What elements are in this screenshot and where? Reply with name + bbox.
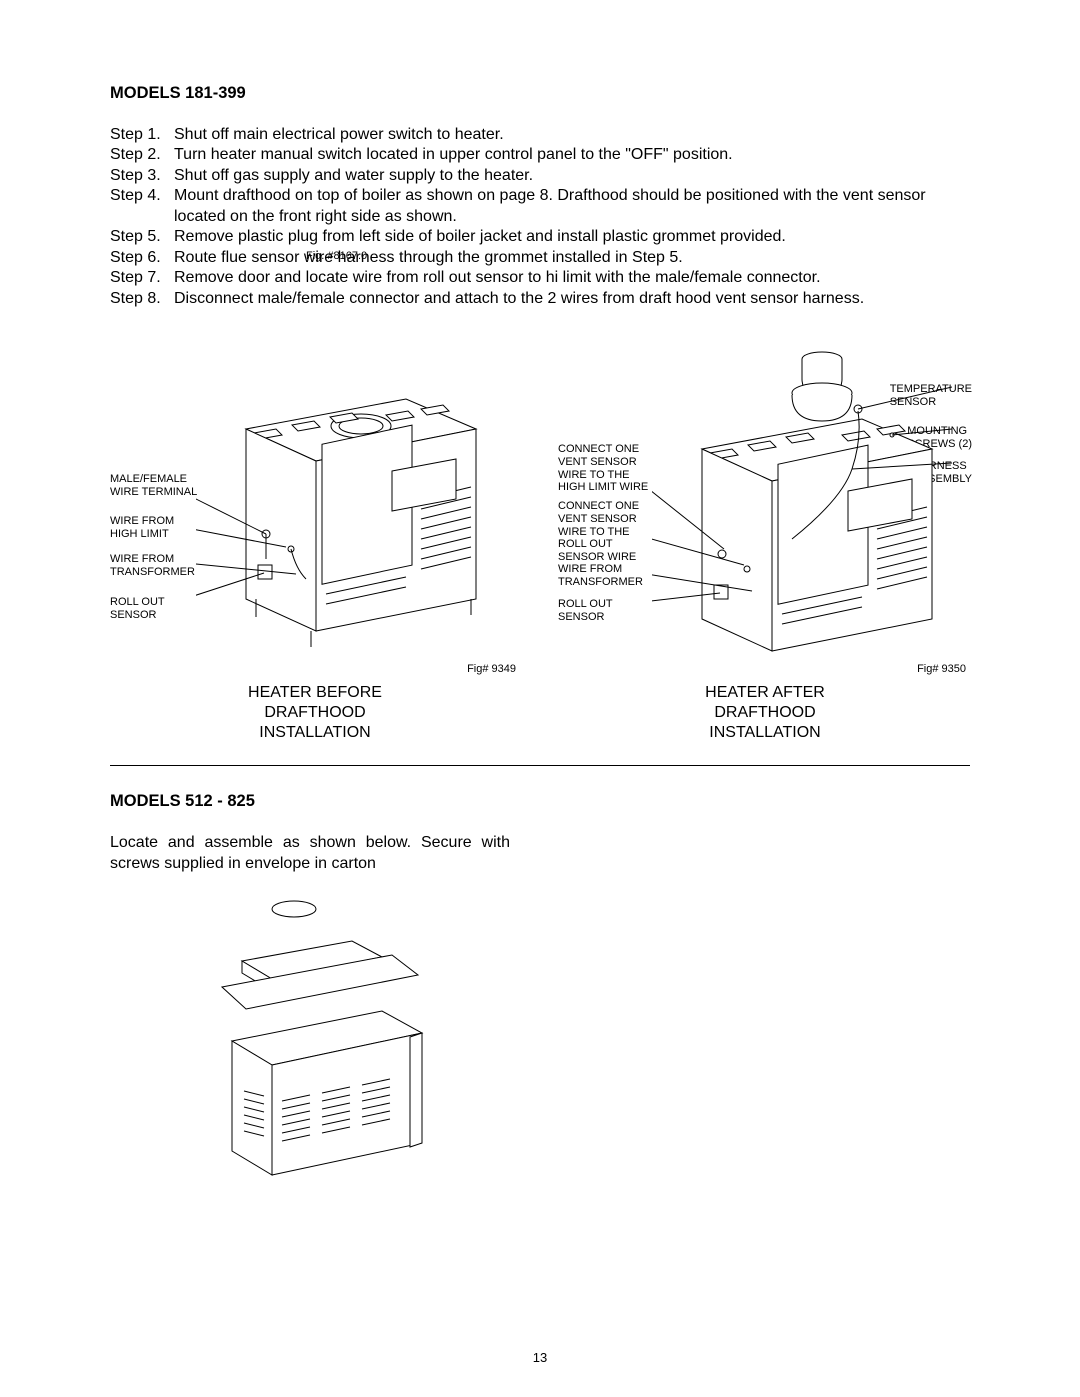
fig-number-bottom: Fig. #8167.0 xyxy=(306,250,367,262)
figure-before: MALE/FEMALEWIRE TERMINAL WIRE FROMHIGH LI… xyxy=(110,343,520,743)
caption-after: HEATER AFTER DRAFTHOOD INSTALLATION xyxy=(560,683,970,743)
figure-after: CONNECT ONEVENT SENSORWIRE TO THEHIGH LI… xyxy=(560,343,970,743)
figure-512-825 xyxy=(182,891,612,1191)
step-label: Step 2. xyxy=(110,145,174,165)
step-text: Disconnect male/female connector and att… xyxy=(174,289,970,309)
steps-list: Step 1.Shut off main electrical power sw… xyxy=(110,125,970,309)
caption-before: HEATER BEFORE DRAFTHOOD INSTALLATION xyxy=(110,683,520,743)
step-label: Step 5. xyxy=(110,227,174,247)
section2-heading: MODELS 512 - 825 xyxy=(110,792,970,811)
step-text: Turn heater manual switch located in upp… xyxy=(174,145,970,165)
diagram-callout: WIRE FROMTRANSFORMER xyxy=(110,553,195,578)
step-row: Step 4.Mount drafthood on top of boiler … xyxy=(110,186,970,227)
heater-before-diagram xyxy=(196,359,496,659)
step-text: Shut off main electrical power switch to… xyxy=(174,125,970,145)
diagram-callout: WIRE FROMTRANSFORMER xyxy=(558,563,643,588)
figures-row: MALE/FEMALEWIRE TERMINAL WIRE FROMHIGH LI… xyxy=(110,343,970,743)
diagram-callout: ROLL OUTSENSOR xyxy=(110,596,165,621)
section-divider xyxy=(110,765,970,766)
step-row: Step 6.Route flue sensor wire harness th… xyxy=(110,248,970,268)
fig-number-left: Fig# 9349 xyxy=(110,663,520,675)
step-label: Step 8. xyxy=(110,289,174,309)
step-text: Shut off gas supply and water supply to … xyxy=(174,166,970,186)
step-label: Step 4. xyxy=(110,186,174,227)
step-label: Step 1. xyxy=(110,125,174,145)
fig-number-right: Fig# 9350 xyxy=(560,663,970,675)
step-label: Step 6. xyxy=(110,248,174,268)
step-row: Step 3.Shut off gas supply and water sup… xyxy=(110,166,970,186)
step-label: Step 3. xyxy=(110,166,174,186)
diagram-callout: MALE/FEMALEWIRE TERMINAL xyxy=(110,473,197,498)
step-text: Remove door and locate wire from roll ou… xyxy=(174,268,970,288)
diagram-callout: WIRE FROMHIGH LIMIT xyxy=(110,515,174,540)
step-row: Step 7.Remove door and locate wire from … xyxy=(110,268,970,288)
step-row: Step 2.Turn heater manual switch located… xyxy=(110,145,970,165)
step-text: Remove plastic plug from left side of bo… xyxy=(174,227,970,247)
section1-heading: MODELS 181-399 xyxy=(110,84,970,103)
step-text: Route flue sensor wire harness through t… xyxy=(174,248,970,268)
diagram-callout: CONNECT ONEVENT SENSORWIRE TO THEROLL OU… xyxy=(558,500,639,563)
section2-paragraph: Locate and assemble as shown below. Secu… xyxy=(110,833,510,875)
diagram-callout: ROLL OUTSENSOR xyxy=(558,598,613,623)
step-row: Step 1.Shut off main electrical power sw… xyxy=(110,125,970,145)
step-row: Step 8.Disconnect male/female connector … xyxy=(110,289,970,309)
step-row: Step 5.Remove plastic plug from left sid… xyxy=(110,227,970,247)
page-number: 13 xyxy=(0,1350,1080,1365)
step-text: Mount drafthood on top of boiler as show… xyxy=(174,186,970,227)
step-label: Step 7. xyxy=(110,268,174,288)
exploded-heater-diagram xyxy=(182,891,442,1191)
diagram-callout: CONNECT ONEVENT SENSORWIRE TO THEHIGH LI… xyxy=(558,443,648,494)
heater-after-diagram xyxy=(652,339,952,659)
